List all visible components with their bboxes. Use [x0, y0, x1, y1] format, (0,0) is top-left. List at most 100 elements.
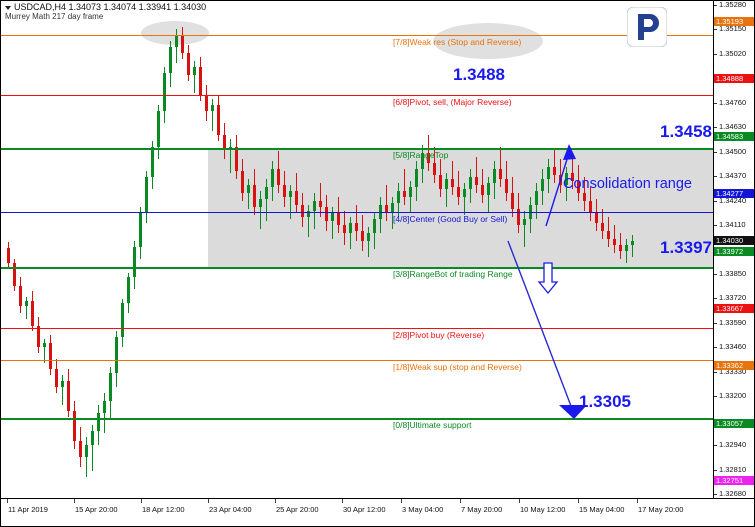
candle-body — [67, 381, 70, 411]
price-tick — [714, 494, 717, 495]
candle-wick — [476, 157, 477, 193]
time-tick-label: 7 May 20:00 — [461, 505, 503, 514]
candle-wick — [320, 183, 321, 217]
candle-body — [205, 95, 208, 111]
candle-body — [253, 185, 256, 207]
level-line-3 — [1, 212, 713, 213]
candle-wick — [44, 339, 45, 363]
candle-body — [121, 303, 124, 337]
candle-body — [223, 135, 226, 149]
price-tick-label: 1.32680 — [719, 489, 747, 498]
pivot-buy-tag: 1.33667 — [714, 304, 754, 313]
candle-body — [109, 373, 112, 401]
time-tick-label: 11 Apr 2019 — [8, 505, 48, 514]
price-tick-label: 1.35020 — [719, 49, 747, 58]
triangle-down-icon[interactable] — [5, 5, 11, 10]
candle-body — [487, 183, 490, 195]
annotation-1-3488: 1.3488 — [453, 65, 505, 84]
candle-body — [583, 193, 586, 201]
price-tick-label: 1.35150 — [719, 24, 747, 33]
candle-wick — [92, 425, 93, 471]
candle-wick — [26, 297, 27, 319]
level-label-1: [6/8]Pivot, sell, (Major Reverse) — [393, 97, 512, 107]
candle-body — [607, 231, 610, 239]
range-top-tag: 1.34583 — [714, 132, 754, 141]
candle-body — [433, 163, 436, 175]
candle-body — [85, 445, 88, 457]
chart-plot-area[interactable]: [7/8]Weak res (Stop and Reverse) [6/8]Piv… — [1, 1, 713, 498]
candle-body — [235, 147, 238, 171]
time-tick — [401, 499, 402, 503]
candle-wick — [368, 227, 369, 257]
price-tick-label: 1.33590 — [719, 318, 747, 327]
candle-body — [181, 35, 184, 53]
candle-body — [55, 369, 58, 387]
candle-body — [523, 219, 526, 225]
price-tick — [714, 127, 717, 128]
candle-wick — [332, 207, 333, 239]
candle-body — [301, 205, 304, 217]
chart-header: USDCAD,H4 1.34073 1.34074 1.33941 1.3403… — [1, 1, 754, 23]
level-label-7: [0/8]Ultimate support — [393, 420, 472, 430]
candle-wick — [314, 193, 315, 229]
candle-wick — [500, 147, 501, 187]
candle-wick — [212, 99, 213, 131]
candle-wick — [404, 169, 405, 205]
candle-wick — [260, 191, 261, 229]
time-tick — [74, 499, 75, 503]
candle-body — [481, 185, 484, 195]
level-label-0: [7/8]Weak res (Stop and Reverse) — [393, 37, 522, 47]
candle-body — [559, 175, 562, 185]
time-tick — [7, 499, 8, 503]
level-label-4: [3/8]RangeBot of trading Range — [393, 269, 513, 279]
price-tick — [714, 152, 717, 153]
price-tick-label: 1.33330 — [719, 367, 747, 376]
price-tick-label: 1.33850 — [719, 269, 747, 278]
level-line-0 — [1, 35, 713, 36]
candle-body — [445, 179, 448, 189]
time-tick-label: 15 Apr 20:00 — [75, 505, 118, 514]
candle-body — [439, 175, 442, 189]
price-tick-label: 1.34240 — [719, 196, 747, 205]
candle-body — [25, 301, 28, 306]
time-tick — [342, 499, 343, 503]
current-price-tag: 1.34030 — [714, 236, 754, 245]
time-axis[interactable]: 11 Apr 2019 15 Apr 20:00 18 Apr 12:00 23 Ap… — [1, 498, 754, 526]
time-tick-label: 17 May 20:00 — [638, 505, 684, 514]
price-axis[interactable]: 1.35280 1.35150 1.35020 1.34760 1.34630 1.345… — [713, 1, 754, 498]
candle-body — [91, 431, 94, 445]
candle-body — [343, 225, 346, 233]
candle-body — [595, 213, 598, 223]
candle-body — [79, 441, 82, 457]
annotation-1-3458: 1.3458 — [660, 122, 712, 141]
candle-body — [199, 67, 202, 95]
candle-wick — [230, 139, 231, 173]
candle-body — [295, 191, 298, 205]
candle-body — [337, 213, 340, 225]
level-label-5: [2/8]Pivot buy (Reverse) — [393, 330, 485, 340]
pivot-sell-tag: 1.34888 — [714, 74, 754, 83]
price-tick-label: 1.33460 — [719, 342, 747, 351]
time-tick-label: 23 Apr 04:00 — [209, 505, 252, 514]
candle-wick — [386, 185, 387, 221]
price-tick-label: 1.33200 — [719, 391, 747, 400]
candle-body — [115, 337, 118, 373]
price-tick-label: 1.34370 — [719, 171, 747, 180]
candle-body — [307, 211, 310, 217]
candle-body — [151, 147, 154, 177]
candle-body — [475, 177, 478, 185]
candle-wick — [86, 437, 87, 477]
candle-body — [349, 223, 352, 233]
candle-body — [31, 301, 34, 326]
highlight-ellipse-right — [433, 23, 543, 59]
candle-wick — [464, 183, 465, 215]
candle-body — [283, 185, 286, 197]
price-tick-label: 1.34110 — [719, 220, 746, 229]
candle-wick — [62, 375, 63, 405]
price-tick — [714, 201, 717, 202]
candle-body — [499, 169, 502, 179]
candle-wick — [488, 177, 489, 213]
candle-body — [289, 191, 292, 197]
candle-wick — [632, 235, 633, 257]
candle-body — [313, 201, 316, 211]
